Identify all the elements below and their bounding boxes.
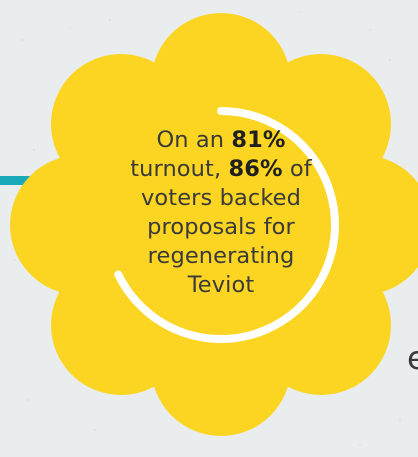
statement-line-3: voters backed — [141, 185, 301, 211]
statement-line-2: turnout, 86% of — [126, 155, 316, 184]
turnout-statement: On an 81% turnout, 86% of voters backed … — [126, 126, 316, 300]
turnout-value: 81% — [231, 127, 286, 153]
statement-line-4: proposals for — [147, 214, 295, 240]
statement-line-1: On an 81% — [126, 126, 316, 155]
support-value: 86% — [228, 156, 283, 182]
statement-middle: turnout, — [130, 156, 222, 182]
statement-line-6: Teviot — [187, 272, 255, 298]
cropped-letter: e — [407, 339, 418, 377]
progress-ring-icon — [114, 107, 339, 343]
statement-prefix: On an — [156, 127, 225, 153]
statement-line-5: regenerating — [147, 243, 295, 269]
statement-of: of — [289, 156, 312, 182]
